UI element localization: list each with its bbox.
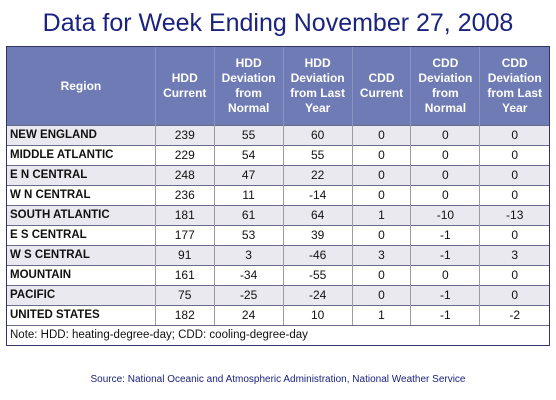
value-cell: 236 — [155, 185, 215, 206]
value-cell: 0 — [479, 125, 549, 146]
value-cell: 24 — [214, 305, 284, 325]
value-cell: 182 — [155, 305, 215, 325]
value-cell: 75 — [155, 285, 215, 306]
header-hdd-current: HDD Current — [155, 47, 215, 126]
value-cell: 0 — [479, 145, 549, 166]
value-cell: 161 — [155, 265, 215, 286]
table-row: PACIFIC 75 -25 -24 0 -1 0 — [7, 285, 549, 306]
table-body: NEW ENGLAND 239 55 60 0 0 0 MIDDLE ATLANTIC 229 5… — [7, 125, 549, 325]
value-cell: -25 — [214, 285, 284, 306]
header-row: Region HDD Current HDD Deviation from Norm… — [7, 47, 549, 126]
value-cell: 0 — [479, 265, 549, 286]
value-cell: -14 — [283, 185, 353, 206]
degree-day-table: Region HDD Current HDD Deviation from Norm… — [7, 47, 549, 325]
value-cell: 55 — [283, 145, 353, 166]
value-cell: 1 — [352, 305, 412, 325]
region-name-cell: UNITED STATES — [7, 305, 156, 325]
value-cell: 0 — [352, 225, 412, 246]
value-cell: -55 — [283, 265, 353, 286]
value-cell: -24 — [283, 285, 353, 306]
header-cdd-current: CDD Current — [352, 47, 412, 126]
value-cell: 53 — [214, 225, 284, 246]
value-cell: -2 — [479, 305, 549, 325]
table-header: Region HDD Current HDD Deviation from Norm… — [7, 47, 549, 126]
table-row: MIDDLE ATLANTIC 229 54 55 0 0 0 — [7, 145, 549, 166]
value-cell: 0 — [352, 285, 412, 306]
value-cell: 61 — [214, 205, 284, 226]
value-cell: 91 — [155, 245, 215, 266]
value-cell: 181 — [155, 205, 215, 226]
table-row: NEW ENGLAND 239 55 60 0 0 0 — [7, 125, 549, 146]
value-cell: -1 — [410, 245, 481, 266]
table-row: W S CENTRAL 91 3 -46 3 -1 3 — [7, 245, 549, 266]
value-cell: 0 — [410, 265, 481, 286]
value-cell: -46 — [283, 245, 353, 266]
value-cell: 1 — [352, 205, 412, 226]
region-name-cell: NEW ENGLAND — [7, 125, 156, 146]
value-cell: 0 — [410, 145, 481, 166]
region-name-cell: PACIFIC — [7, 285, 156, 306]
value-cell: -13 — [479, 205, 549, 226]
value-cell: 54 — [214, 145, 284, 166]
header-hdd-dev-normal: HDD Deviation from Normal — [214, 47, 284, 126]
value-cell: -10 — [410, 205, 481, 226]
region-name-cell: E N CENTRAL — [7, 165, 156, 186]
data-table-container: Region HDD Current HDD Deviation from Norm… — [6, 46, 550, 346]
region-name-cell: E S CENTRAL — [7, 225, 156, 246]
header-region: Region — [7, 47, 156, 126]
value-cell: 0 — [352, 185, 412, 206]
table-row: SOUTH ATLANTIC 181 61 64 1 -10 -13 — [7, 205, 549, 226]
value-cell: 0 — [479, 185, 549, 206]
region-name-cell: SOUTH ATLANTIC — [7, 205, 156, 226]
value-cell: 47 — [214, 165, 284, 186]
table-row: W N CENTRAL 236 11 -14 0 0 0 — [7, 185, 549, 206]
value-cell: 3 — [352, 245, 412, 266]
value-cell: 10 — [283, 305, 353, 325]
table-row: MOUNTAIN 161 -34 -55 0 0 0 — [7, 265, 549, 286]
value-cell: 0 — [479, 285, 549, 306]
value-cell: 0 — [410, 185, 481, 206]
value-cell: 229 — [155, 145, 215, 166]
value-cell: 0 — [479, 225, 549, 246]
value-cell: 0 — [352, 265, 412, 286]
value-cell: 177 — [155, 225, 215, 246]
value-cell: -1 — [410, 225, 481, 246]
value-cell: 0 — [479, 165, 549, 186]
value-cell: -1 — [410, 305, 481, 325]
value-cell: 39 — [283, 225, 353, 246]
value-cell: 60 — [283, 125, 353, 146]
value-cell: -1 — [410, 285, 481, 306]
header-cdd-dev-last-year: CDD Deviation from Last Year — [479, 47, 549, 126]
value-cell: 22 — [283, 165, 353, 186]
value-cell: 64 — [283, 205, 353, 226]
value-cell: 0 — [352, 125, 412, 146]
region-name-cell: W N CENTRAL — [7, 185, 156, 206]
value-cell: 248 — [155, 165, 215, 186]
value-cell: 0 — [352, 165, 412, 186]
region-name-cell: W S CENTRAL — [7, 245, 156, 266]
value-cell: 55 — [214, 125, 284, 146]
value-cell: 0 — [352, 145, 412, 166]
value-cell: 3 — [479, 245, 549, 266]
value-cell: -34 — [214, 265, 284, 286]
value-cell: 11 — [214, 185, 284, 206]
header-cdd-dev-normal: CDD Deviation from Normal — [410, 47, 481, 126]
value-cell: 239 — [155, 125, 215, 146]
page-title: Data for Week Ending November 27, 2008 — [42, 9, 514, 37]
table-note: Note: HDD: heating-degree-day; CDD: cool… — [7, 325, 549, 345]
table-row: E N CENTRAL 248 47 22 0 0 0 — [7, 165, 549, 186]
value-cell: 0 — [410, 165, 481, 186]
table-row: UNITED STATES 182 24 10 1 -1 -2 — [7, 305, 549, 325]
source-citation: Source: National Oceanic and Atmospheric… — [90, 374, 466, 385]
table-row: E S CENTRAL 177 53 39 0 -1 0 — [7, 225, 549, 246]
region-name-cell: MOUNTAIN — [7, 265, 156, 286]
value-cell: 3 — [214, 245, 284, 266]
value-cell: 0 — [410, 125, 481, 146]
region-name-cell: MIDDLE ATLANTIC — [7, 145, 156, 166]
header-hdd-dev-last-year: HDD Deviation from Last Year — [283, 47, 353, 126]
